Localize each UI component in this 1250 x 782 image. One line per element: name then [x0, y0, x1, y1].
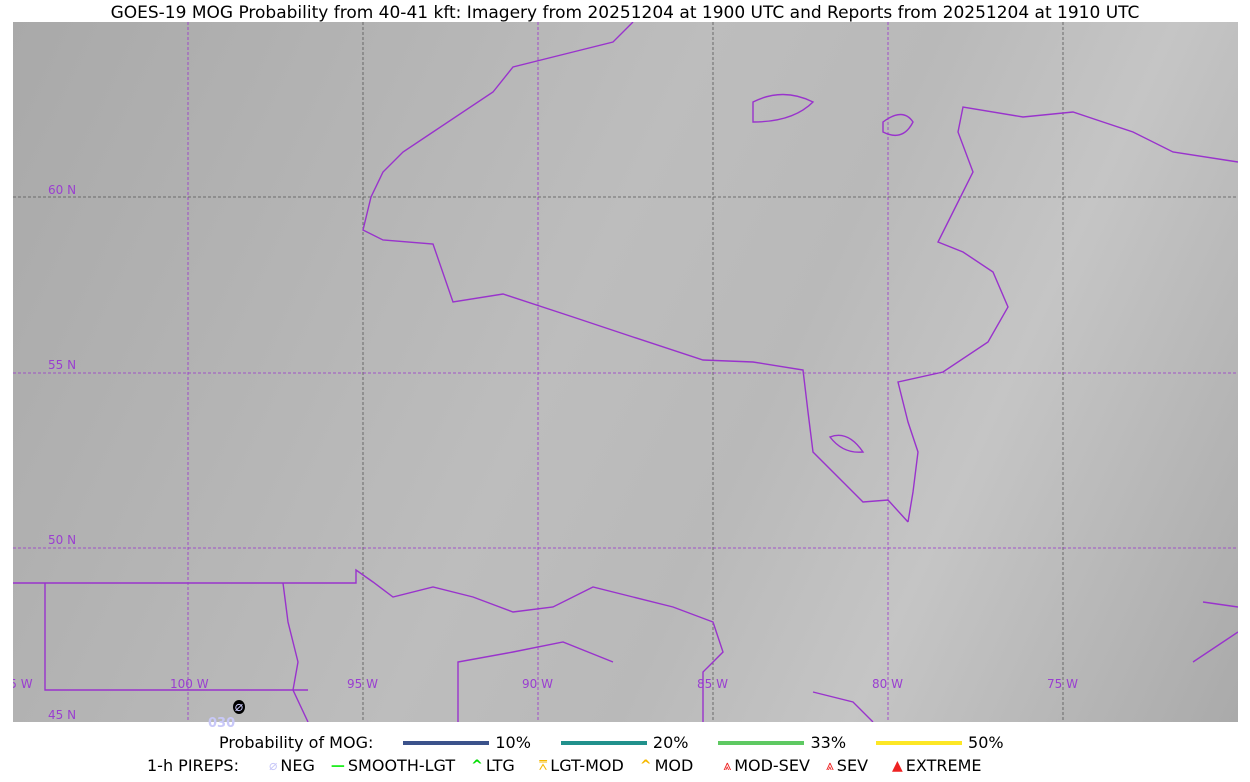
legend-label: NEG	[280, 756, 315, 775]
lat-label: 55 N	[48, 358, 77, 372]
legend-label: 10%	[495, 733, 531, 752]
legend-swatch-33	[718, 740, 805, 745]
lon-label: 100 W	[170, 677, 209, 691]
legend-swatch-50	[876, 740, 963, 745]
chart-title: GOES-19 MOG Probability from 40-41 kft: …	[110, 3, 1140, 23]
caret-icon: ^	[471, 757, 483, 774]
lon-label: 80 W	[872, 677, 903, 691]
lon-label: 90 W	[522, 677, 553, 691]
legend-label: SMOOTH-LGT	[347, 756, 456, 775]
double-caret-icon: ⩓	[723, 757, 732, 774]
satellite-map: 60 N 55 N 50 N 45 N 105 W 100 W 95 W 90 …	[13, 22, 1238, 722]
lon-label: 75 W	[1047, 677, 1078, 691]
filled-triangle-icon: ▲	[892, 757, 903, 774]
lon-label: 95 W	[347, 677, 378, 691]
lon-label: 85 W	[697, 677, 728, 691]
legend-label: EXTREME	[905, 756, 982, 775]
map-overlay	[13, 22, 1238, 722]
legend-label: 50%	[968, 733, 1004, 752]
legend-swatch-20	[560, 740, 647, 745]
legend-label: LTG	[485, 756, 515, 775]
legend-label: 33%	[810, 733, 847, 752]
legend-label: 20%	[652, 733, 689, 752]
neg-circle-slash-icon: ⌀	[268, 757, 278, 774]
lat-label: 45 N	[48, 708, 77, 722]
probability-legend-title: Probability of MOG:	[219, 733, 374, 752]
lat-gridlines	[13, 196, 1238, 549]
probability-legend: Probability of MOG: 10% 20% 33% 50%	[219, 733, 1004, 752]
pirep-legend: 1-h PIREPS: ⌀ NEG — SMOOTH-LGT ^ LTG ⩞ LGT-M…	[147, 756, 982, 775]
lat-label: 50 N	[48, 533, 77, 547]
legend-swatch-10	[403, 740, 490, 745]
pirep-altitude-label: 030	[208, 716, 236, 731]
legend-label: MOD-SEV	[734, 756, 810, 775]
coastlines-borders	[13, 22, 1238, 722]
double-caret-icon: ⩓	[825, 757, 834, 774]
legend-label: LGT-MOD	[550, 756, 624, 775]
legend-label: MOD	[654, 756, 694, 775]
caret-icon: ^	[639, 757, 652, 774]
lon-label: 105 W	[13, 677, 33, 691]
pirep-neg-icon: ⌀	[233, 699, 245, 715]
pirep-legend-title: 1-h PIREPS:	[147, 756, 239, 775]
lon-gridlines	[187, 22, 1064, 722]
legend-label: SEV	[836, 756, 869, 775]
caret-bar-icon: ⩞	[538, 757, 548, 774]
lat-label: 60 N	[48, 183, 77, 197]
line-icon: —	[330, 757, 345, 774]
